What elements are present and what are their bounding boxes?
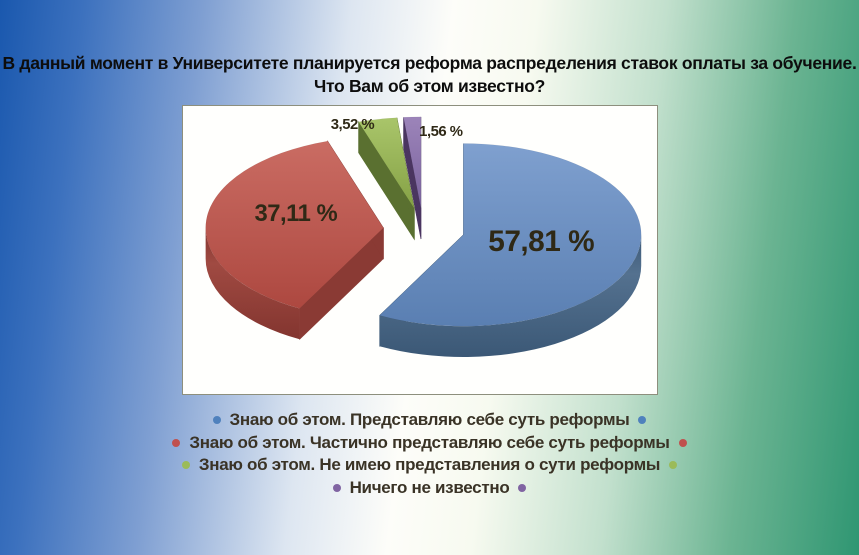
pie-slice-rim bbox=[205, 227, 300, 340]
pie-value-label: 3,52 % bbox=[331, 117, 375, 133]
legend-bullet-icon bbox=[678, 438, 687, 447]
pie-value-label: 57,81 % bbox=[488, 225, 594, 258]
chart-title-line2: Что Вам об этом известно? bbox=[313, 76, 545, 96]
legend-item-label: Знаю об этом. Не имею представления о су… bbox=[198, 455, 661, 474]
pie-slice-2 bbox=[358, 117, 415, 241]
chart-title: В данный момент в Университете планирует… bbox=[0, 52, 859, 98]
legend-item-label: Знаю об этом. Частично представляю себе … bbox=[189, 432, 670, 452]
legend-item-label: Знаю об этом. Представляю себе суть рефо… bbox=[229, 410, 630, 429]
pie-slice-top bbox=[403, 116, 422, 209]
pie-slice-top bbox=[379, 143, 642, 327]
pie-slice-1 bbox=[205, 140, 384, 340]
legend-item-1: Знаю об этом. Частично представляю себе … bbox=[0, 432, 859, 455]
legend-bullet-icon bbox=[518, 483, 527, 492]
pie-chart: 57,81 % 37,11 % 3,52 % 1,56 % bbox=[205, 116, 642, 358]
legend: Знаю об этом. Представляю себе суть рефо… bbox=[0, 409, 859, 499]
legend-bullet-icon bbox=[172, 438, 181, 447]
plot-area: 57,81 % 37,11 % 3,52 % 1,56 % bbox=[182, 105, 658, 395]
legend-bullet-icon bbox=[181, 461, 190, 469]
pie-value-label: 37,11 % bbox=[255, 200, 338, 227]
legend-bullet-icon bbox=[212, 416, 221, 424]
pie-value-label: 1,56 % bbox=[419, 124, 463, 140]
pie-slice-rim bbox=[379, 234, 642, 358]
legend-item-0: Знаю об этом. Представляю себе суть рефо… bbox=[0, 409, 859, 432]
legend-item-label: Ничего не известно bbox=[349, 477, 510, 497]
pie-slice-top bbox=[205, 140, 384, 309]
legend-bullet-icon bbox=[669, 461, 678, 469]
pie-slice-3 bbox=[403, 116, 422, 240]
legend-item-2: Знаю об этом. Не имею представления о су… bbox=[0, 454, 859, 477]
chart-title-line1: В данный момент в Университете планирует… bbox=[2, 53, 857, 73]
pie-slice-top bbox=[358, 117, 415, 209]
legend-bullet-icon bbox=[332, 483, 341, 492]
legend-item-3: Ничего не известно bbox=[0, 477, 859, 500]
legend-bullet-icon bbox=[638, 416, 647, 424]
pie-slice-0 bbox=[379, 143, 642, 358]
